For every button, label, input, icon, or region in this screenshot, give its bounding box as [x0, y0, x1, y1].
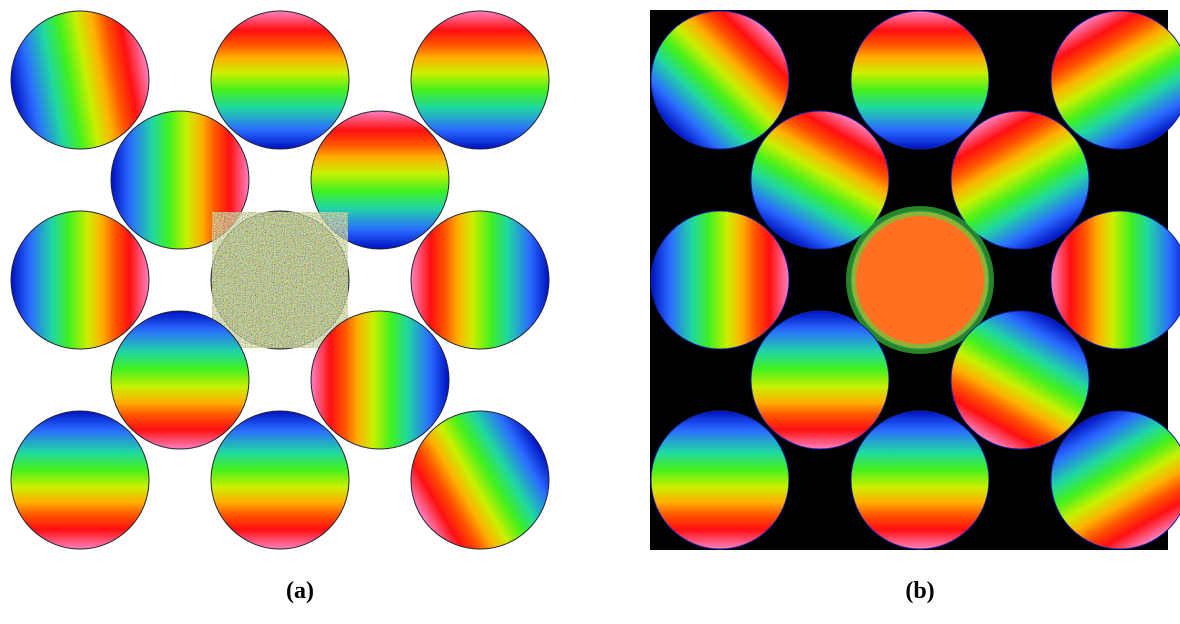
noise-map	[212, 212, 348, 348]
phase-map-a	[11, 11, 149, 149]
phase-map-a	[211, 411, 349, 549]
phase-map-a	[411, 411, 549, 549]
phase-map-b	[651, 11, 789, 149]
phase-map-b	[1051, 211, 1180, 349]
phase-map-b	[1051, 11, 1180, 149]
phase-map-a	[11, 211, 149, 349]
phase-map-a	[411, 211, 549, 349]
phase-map-b	[651, 411, 789, 549]
figure: (a) (b)	[0, 0, 1180, 624]
panel-b-caption: (b)	[905, 578, 934, 604]
phase-map-a	[411, 11, 549, 149]
phase-map-b	[851, 11, 989, 149]
phase-map-a	[11, 411, 149, 549]
page: (a)(b) (() => { const data = JSON.parse(…	[0, 0, 1180, 624]
phase-map-b	[651, 211, 789, 349]
phase-map-a	[311, 311, 449, 449]
phase-map-a	[111, 111, 249, 249]
phase-map-b	[751, 311, 889, 449]
phase-map-a	[311, 111, 449, 249]
phase-map-a	[211, 11, 349, 149]
phase-map-b	[951, 311, 1089, 449]
phase-map-a	[111, 311, 249, 449]
phase-map-b	[851, 411, 989, 549]
phase-map-b	[1051, 411, 1180, 549]
panel-a-caption: (a)	[286, 578, 314, 604]
